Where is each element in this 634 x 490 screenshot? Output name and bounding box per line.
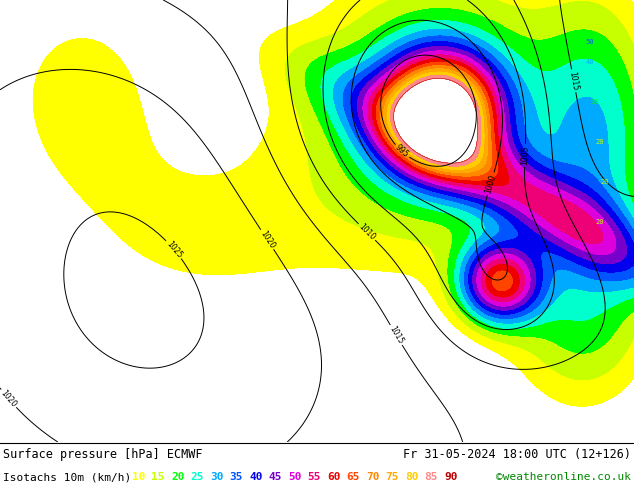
Text: Surface pressure [hPa] ECMWF: Surface pressure [hPa] ECMWF [3,447,202,461]
Text: 10: 10 [132,472,145,482]
Text: 55: 55 [307,472,321,482]
Text: 20: 20 [596,219,604,225]
Text: 40: 40 [586,59,594,65]
Text: 50: 50 [586,39,594,45]
Text: 80: 80 [405,472,418,482]
Text: 1020: 1020 [0,389,18,409]
Text: 70: 70 [366,472,380,482]
Text: ©weatheronline.co.uk: ©weatheronline.co.uk [496,472,631,482]
Text: 75: 75 [385,472,399,482]
Text: 45: 45 [269,472,282,482]
Text: 30: 30 [591,99,599,105]
Text: 1025: 1025 [164,239,183,260]
Text: 30: 30 [210,472,224,482]
Text: Fr 31-05-2024 18:00 UTC (12+126): Fr 31-05-2024 18:00 UTC (12+126) [403,447,631,461]
Text: 15: 15 [152,472,165,482]
Text: 995: 995 [394,143,410,160]
Text: 60: 60 [327,472,340,482]
Text: 1015: 1015 [387,324,405,345]
Text: 85: 85 [425,472,438,482]
Text: 50: 50 [288,472,302,482]
Text: 35: 35 [230,472,243,482]
Text: 1015: 1015 [567,71,580,91]
Text: 25: 25 [190,472,204,482]
Text: 90: 90 [444,472,458,482]
Text: 20: 20 [171,472,184,482]
Text: 1005: 1005 [520,146,530,165]
Text: 65: 65 [347,472,360,482]
Text: 40: 40 [249,472,262,482]
Text: 1020: 1020 [258,229,276,250]
Text: 1010: 1010 [357,222,377,242]
Text: 1000: 1000 [484,173,498,194]
Text: Isotachs 10m (km/h): Isotachs 10m (km/h) [3,472,131,482]
Text: 20: 20 [601,179,609,185]
Text: 20: 20 [596,139,604,145]
